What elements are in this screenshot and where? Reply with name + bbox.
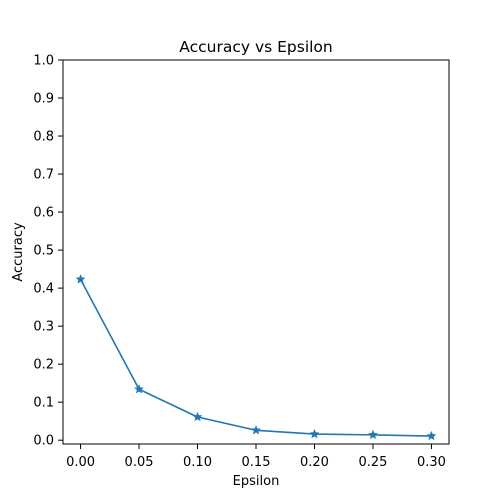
y-tick-label: 0.3 xyxy=(33,320,54,335)
data-point-star-marker xyxy=(192,411,203,422)
data-point-star-marker xyxy=(367,429,378,440)
y-tick-label: 0.6 xyxy=(33,206,54,221)
y-tick-label: 0.4 xyxy=(33,282,54,297)
y-tick-label: 0.7 xyxy=(33,168,54,183)
data-point-star-marker xyxy=(309,428,320,439)
x-tick-label: 0.10 xyxy=(183,455,212,470)
data-point-star-marker xyxy=(250,425,262,435)
y-axis-title: Accuracy xyxy=(11,222,26,282)
x-tick-label: 0.20 xyxy=(300,455,329,470)
y-tick-label: 0.0 xyxy=(33,434,54,449)
y-tick-label: 0.9 xyxy=(33,92,54,107)
y-axis: 0.0 0.1 0.2 0.3 0.4 0.5 0.6 0.7 0.8 0.9 1.0 xyxy=(33,54,63,449)
y-tick-label: 0.5 xyxy=(33,244,54,259)
y-tick-label: 1.0 xyxy=(33,54,54,69)
plot-frame xyxy=(62,59,450,445)
data-point-star-marker xyxy=(75,274,86,284)
plot-area xyxy=(62,59,450,445)
y-tick-label: 0.8 xyxy=(33,130,54,145)
data-point-star-marker xyxy=(134,383,145,394)
x-axis: 0.00 0.05 0.10 0.15 0.20 0.25 0.30 xyxy=(66,444,446,470)
x-tick-label: 0.15 xyxy=(242,455,271,470)
x-axis-title: Epsilon xyxy=(233,474,280,489)
data-point-star-marker xyxy=(426,430,437,441)
y-tick-label: 0.2 xyxy=(33,358,54,373)
chart-title: Accuracy vs Epsilon xyxy=(179,38,333,56)
y-tick-label: 0.1 xyxy=(33,396,54,411)
x-tick-label: 0.00 xyxy=(66,455,95,470)
x-tick-label: 0.25 xyxy=(358,455,387,470)
x-tick-label: 0.30 xyxy=(417,455,446,470)
series-layer xyxy=(75,274,437,441)
x-tick-label: 0.05 xyxy=(125,455,154,470)
